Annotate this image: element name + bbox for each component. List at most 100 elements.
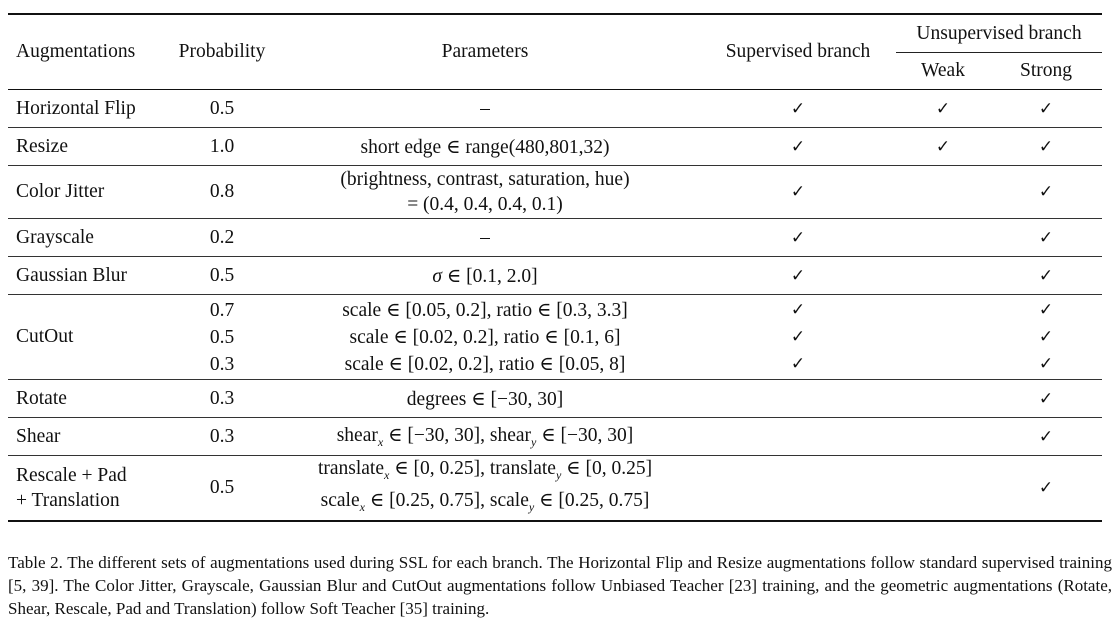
- parameters-text: ∈ [0.1, 2.0]: [441, 265, 538, 287]
- aug-name: Resize: [16, 135, 68, 157]
- strong-check: ✓: [1038, 227, 1054, 248]
- parameters-text: shear: [336, 425, 378, 447]
- supervised-check: ✓: [790, 182, 806, 202]
- supervised-check: [700, 380, 896, 418]
- weak-check: [896, 418, 990, 456]
- parameters-text: scale: [320, 490, 360, 511]
- supervised-check: ✓: [790, 98, 806, 119]
- weak-check: [896, 380, 990, 418]
- table-row: CutOut 0.7 0.5 0.3 scale ∈ [0.05, 0.2], …: [8, 294, 1103, 380]
- supervised-check: [700, 456, 896, 522]
- weak-check: [896, 219, 990, 257]
- table-row: Rescale + Pad + Translation 0.5 translat…: [8, 455, 1103, 522]
- subscript: x: [359, 499, 365, 514]
- cutout-supervised-check: ✓: [790, 326, 806, 347]
- cutout-probability: 0.3: [209, 353, 235, 375]
- header-strong: Strong: [1020, 60, 1073, 81]
- subscript: y: [531, 434, 537, 449]
- aug-name: Rotate: [16, 387, 67, 409]
- header-probability: Probability: [178, 41, 266, 62]
- aug-name: Grayscale: [16, 226, 94, 248]
- parameters-text: ∈ [−30, 30], shear: [383, 425, 532, 447]
- aug-probability: 0.5: [209, 264, 235, 286]
- aug-name: Color Jitter: [16, 181, 105, 202]
- parameters-line: translatex ∈ [0, 0.25], translatey ∈ [0,…: [270, 456, 700, 488]
- aug-probability: 0.5: [209, 477, 235, 498]
- supervised-check: ✓: [790, 136, 806, 157]
- cutout-probability: 0.7: [209, 299, 235, 321]
- aug-parameters: short edge ∈ range(480,801,32): [360, 136, 610, 158]
- table-row: Resize 1.0 short edge ∈ range(480,801,32…: [8, 127, 1103, 166]
- aug-parameters: –: [480, 226, 490, 248]
- weak-check: [896, 456, 990, 522]
- parameters-text: ∈ [0, 0.25], translate: [389, 458, 556, 480]
- aug-parameters: shearx ∈ [−30, 30], sheary ∈ [−30, 30]: [270, 418, 700, 456]
- header-unsupervised-branch: Unsupervised branch: [896, 14, 1103, 53]
- augmentation-table-container: Augmentations Probability Parameters Sup…: [8, 13, 1103, 522]
- sigma-symbol: σ: [432, 265, 442, 287]
- augmentation-table: Augmentations Probability Parameters Sup…: [8, 13, 1103, 522]
- aug-parameters: –: [480, 97, 490, 119]
- supervised-check: ✓: [790, 227, 806, 248]
- parameters-text: ∈ [0, 0.25]: [561, 458, 653, 480]
- strong-check: ✓: [1038, 388, 1054, 409]
- table-row: Gaussian Blur 0.5 σ ∈ [0.1, 2.0] ✓ ✓: [8, 256, 1103, 295]
- parameters-line: scalex ∈ [0.25, 0.75], scaley ∈ [0.25, 0…: [270, 488, 700, 520]
- cutout-probability: 0.5: [209, 326, 235, 348]
- cutout-parameters: scale ∈ [0.02, 0.2], ratio ∈ [0.1, 6]: [349, 326, 621, 348]
- supervised-check: [700, 418, 896, 456]
- aug-parameters: σ ∈ [0.1, 2.0]: [270, 257, 700, 295]
- table-row: Rotate 0.3 degrees ∈ [−30, 30] ✓: [8, 379, 1103, 418]
- aug-name: CutOut: [16, 326, 74, 347]
- weak-check: ✓: [935, 136, 951, 157]
- weak-check: [896, 295, 990, 380]
- parameters-text: translate: [317, 458, 384, 480]
- aug-probability: 1.0: [209, 135, 235, 157]
- weak-check: ✓: [935, 98, 951, 119]
- cutout-strong-check: ✓: [1038, 353, 1054, 374]
- strong-check: ✓ ✓ ✓: [990, 295, 1102, 380]
- aug-parameters: translatex ∈ [0, 0.25], translatey ∈ [0,…: [270, 456, 700, 522]
- aug-probability: 0.3: [209, 425, 235, 447]
- cutout-supervised-check: ✓: [790, 353, 806, 374]
- aug-name-line: + Translation: [16, 490, 120, 511]
- parameters-line: (brightness, contrast, saturation, hue): [340, 169, 630, 190]
- table-row: Grayscale 0.2 – ✓ ✓: [8, 218, 1103, 257]
- aug-probability: 0.3: [209, 387, 235, 409]
- aug-name: Horizontal Flip: [16, 97, 136, 119]
- strong-check: ✓: [1038, 478, 1054, 498]
- subscript: x: [384, 468, 390, 482]
- aug-name-line: Rescale + Pad: [16, 465, 127, 486]
- header-weak: Weak: [921, 60, 965, 81]
- subscript: y: [528, 499, 535, 514]
- table-caption: Table 2. The different sets of augmentat…: [8, 553, 1112, 618]
- cutout-strong-check: ✓: [1038, 299, 1054, 320]
- weak-check: [896, 166, 990, 219]
- strong-check: ✓: [1038, 136, 1054, 157]
- aug-name: Rescale + Pad + Translation: [8, 456, 174, 522]
- header-augmentations: Augmentations: [16, 41, 136, 62]
- parameters-line: = (0.4, 0.4, 0.4, 0.1): [407, 194, 563, 215]
- subscript: x: [377, 434, 384, 449]
- supervised-check: ✓ ✓ ✓: [700, 295, 896, 380]
- aug-name: Shear: [16, 425, 61, 447]
- aug-probability: 0.7 0.5 0.3: [174, 295, 270, 380]
- aug-parameters: (brightness, contrast, saturation, hue) …: [270, 166, 700, 219]
- aug-name: Gaussian Blur: [16, 264, 128, 286]
- strong-check: ✓: [1038, 265, 1054, 286]
- header-supervised-branch: Supervised branch: [725, 41, 871, 62]
- aug-probability: 0.5: [209, 97, 235, 119]
- subscript: y: [555, 468, 562, 482]
- strong-check: ✓: [1038, 98, 1054, 119]
- parameters-text: ∈ [−30, 30]: [536, 425, 634, 447]
- aug-parameters: degrees ∈ [−30, 30]: [406, 388, 564, 410]
- weak-check: [896, 257, 990, 295]
- strong-check: ✓: [1038, 182, 1054, 202]
- cutout-parameters: scale ∈ [0.05, 0.2], ratio ∈ [0.3, 3.3]: [342, 299, 628, 321]
- table-row: Horizontal Flip 0.5 – ✓ ✓ ✓: [8, 89, 1103, 128]
- cutout-parameters: scale ∈ [0.02, 0.2], ratio ∈ [0.05, 8]: [344, 353, 626, 375]
- cutout-strong-check: ✓: [1038, 326, 1054, 347]
- aug-probability: 0.8: [209, 181, 235, 202]
- parameters-text: ∈ [0.25, 0.75]: [534, 490, 650, 511]
- aug-probability: 0.2: [209, 226, 235, 248]
